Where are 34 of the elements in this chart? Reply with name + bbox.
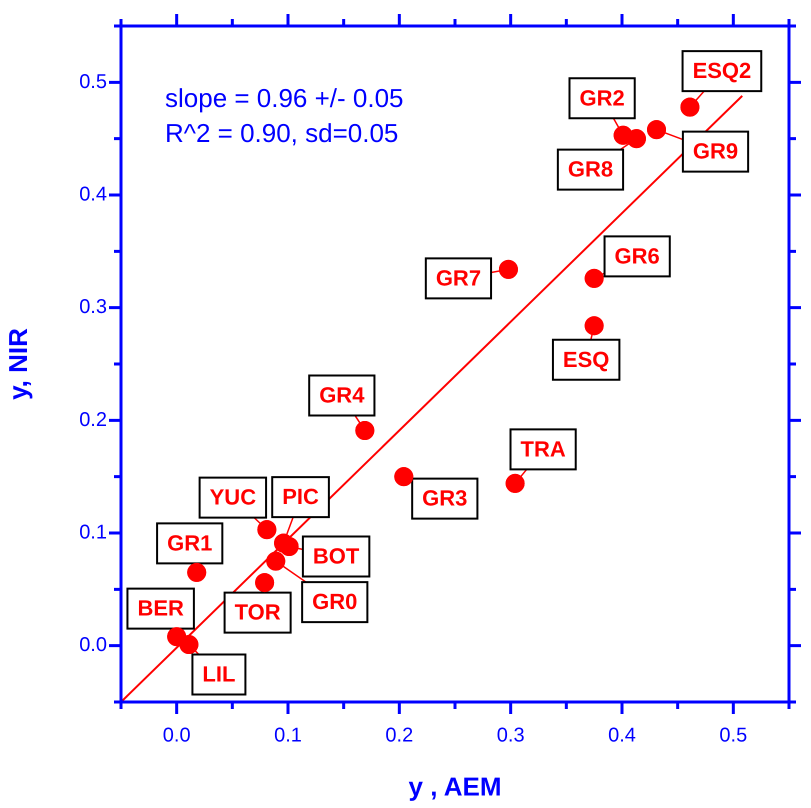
x-tick-label: 0.2: [385, 724, 414, 747]
annotation: TOR: [234, 600, 281, 625]
y-tick-label: 0.1: [79, 522, 107, 544]
x-tick-label: 0.1: [274, 724, 302, 747]
annotation: ESQ2: [692, 58, 752, 84]
y-tick-label: 0.2: [79, 408, 107, 431]
annotation: GR6: [614, 243, 660, 268]
y-tick-label: 0.3: [79, 296, 107, 318]
y-tick-label: 0.5: [79, 70, 107, 93]
x-axis-title: y , AEM: [408, 772, 502, 802]
annotation: slope = 0.96 +/- 0.05: [165, 83, 404, 114]
annotation: GR9: [692, 138, 738, 164]
annotation: BER: [137, 596, 184, 621]
annotation: LIL: [202, 662, 236, 687]
annotation: GR7: [436, 265, 482, 290]
annotation: YUC: [210, 484, 256, 510]
annotation: GR8: [568, 156, 614, 182]
annotation: ESQ: [562, 346, 610, 372]
annotation: GR0: [312, 589, 358, 614]
annotation: R^2 = 0.90, sd=0.05: [165, 118, 398, 148]
annotation: PIC: [282, 484, 319, 510]
x-tick-label: 0.3: [496, 724, 525, 747]
x-tick-label: 0.0: [162, 724, 191, 747]
x-tick-label: 0.4: [608, 724, 636, 747]
annotation: GR2: [579, 85, 625, 110]
annotation: TRA: [520, 436, 566, 462]
y-axis-title: y, NIR: [2, 328, 33, 400]
y-tick-label: 0.0: [79, 634, 107, 656]
annotation: BOT: [312, 544, 360, 569]
annotation: GR1: [167, 530, 212, 556]
y-tick-label: 0.4: [79, 184, 107, 206]
x-tick-label: 0.5: [719, 724, 748, 747]
annotation: GR3: [422, 486, 468, 511]
annotation: GR4: [319, 382, 366, 408]
